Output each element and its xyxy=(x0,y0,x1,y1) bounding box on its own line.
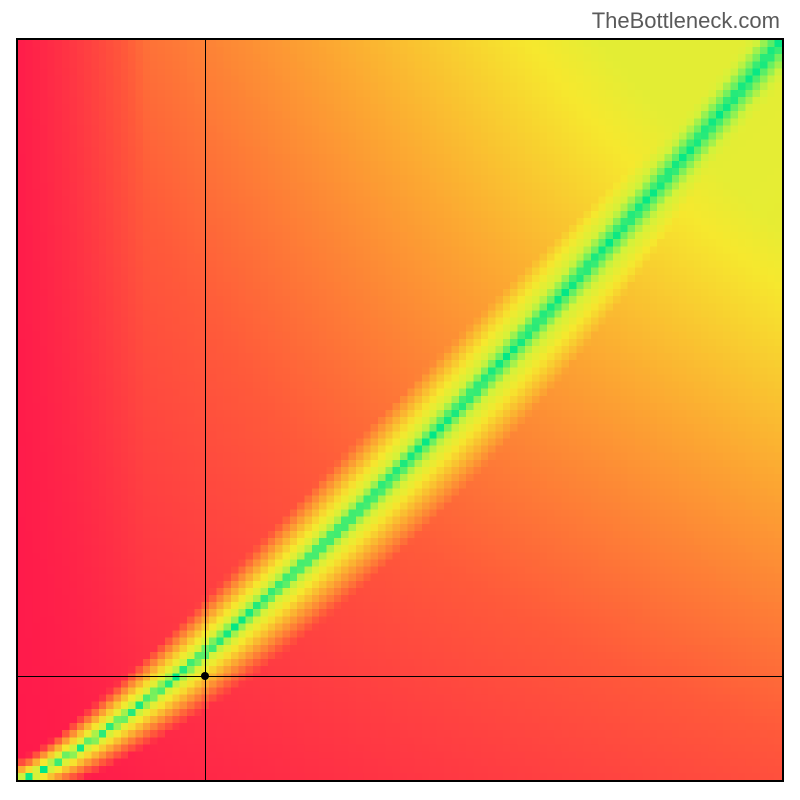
frame-bottom xyxy=(16,780,784,782)
frame-top xyxy=(16,38,784,40)
attribution-text: TheBottleneck.com xyxy=(592,8,780,34)
frame-left xyxy=(16,38,18,782)
crosshair-vertical xyxy=(205,40,206,780)
crosshair-horizontal xyxy=(18,676,782,677)
heatmap-canvas xyxy=(18,40,782,780)
frame-right xyxy=(782,38,784,782)
